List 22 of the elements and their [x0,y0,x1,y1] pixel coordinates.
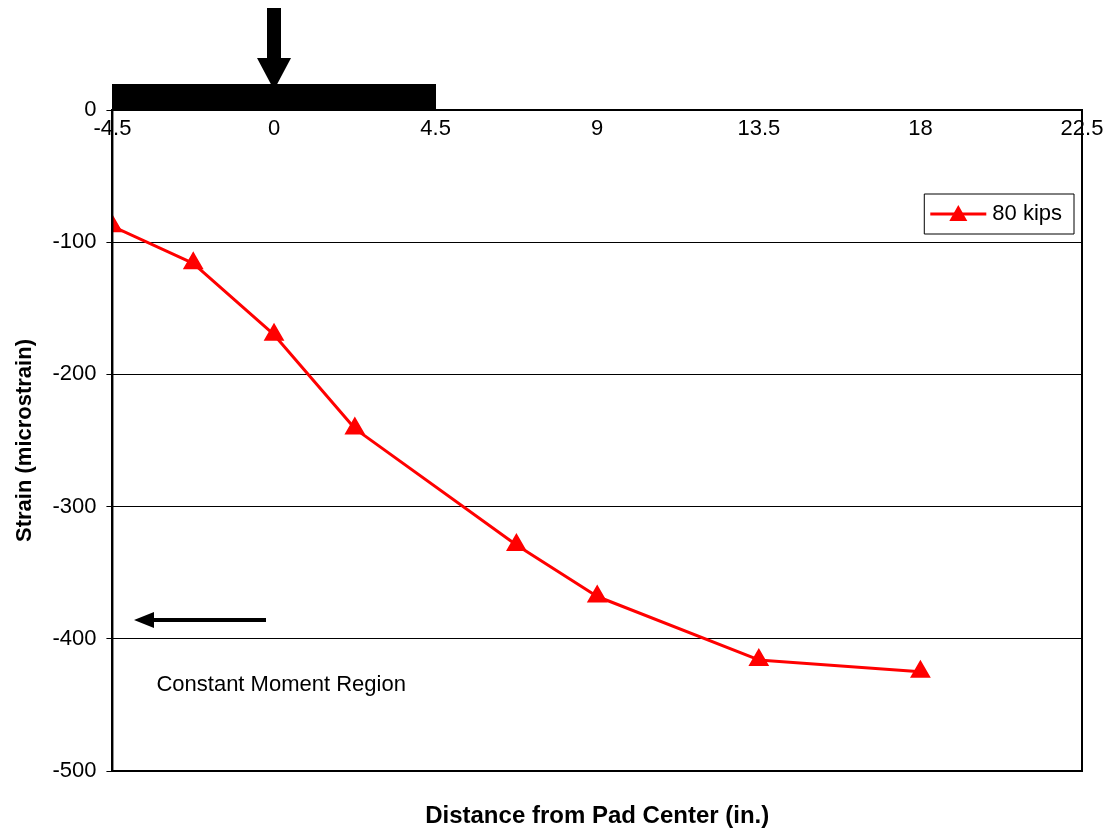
x-tick-label: 4.5 [420,115,451,141]
y-tick-label: 0 [84,96,97,122]
point [749,649,769,666]
point [264,324,284,341]
point [911,661,930,678]
y-tick-label: -500 [52,757,97,783]
annotation: Constant Moment Region [156,671,406,697]
point [507,534,526,551]
point [183,252,203,270]
x-tick-label: 13.5 [737,115,781,141]
x-tick-label: 9 [591,115,604,141]
point [587,586,607,603]
x-tick-label: 18 [908,115,933,141]
y-tick-label: -200 [52,360,97,386]
y-tick-label: -400 [52,624,97,650]
y-axis-title: Strain (microstrain) [11,339,37,542]
legend-label: 80 kips [992,200,1063,226]
point [345,418,365,435]
y-tick-label: -300 [52,492,97,518]
y-tick-label: -100 [52,228,97,254]
x-tick-label: 0 [267,115,281,141]
x-axis-title: Distance from Pad Center (in.) [425,800,770,828]
